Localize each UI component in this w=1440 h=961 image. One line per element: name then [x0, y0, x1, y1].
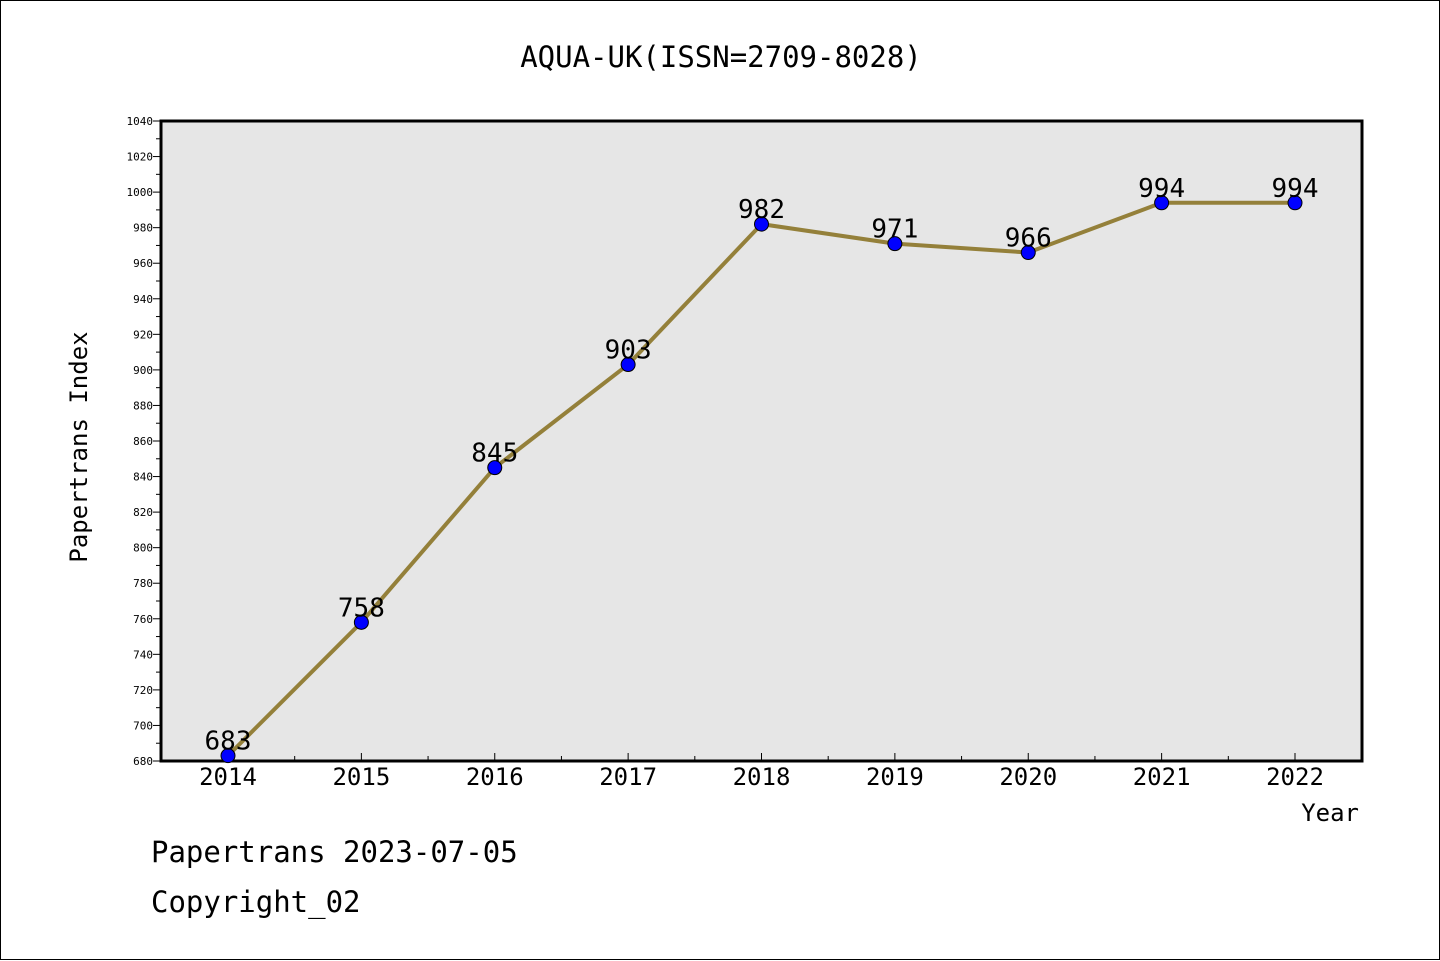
x-axis-label: Year: [1301, 799, 1359, 827]
data-label: 683: [205, 727, 252, 757]
y-tick-label: 820: [133, 506, 153, 519]
data-point: [620, 357, 636, 373]
y-tick-label: 700: [133, 719, 153, 732]
y-axis: 680 700 720 740 760 780 800 820 840 860 880 900 920 9…: [127, 115, 161, 768]
x-tick-label: 2020: [999, 763, 1057, 791]
y-tick-label: 920: [133, 328, 153, 341]
x-tick-label: 2022: [1266, 763, 1324, 791]
x-tick-label: 2019: [866, 763, 924, 791]
y-tick-label: 680: [133, 755, 153, 768]
data-label: 845: [471, 439, 518, 469]
y-tick-label: 880: [133, 399, 153, 412]
data-point: [487, 460, 503, 476]
data-point: [1287, 195, 1303, 211]
data-point: [887, 236, 903, 252]
data-label: 994: [1138, 174, 1185, 204]
y-tick-label: 720: [133, 684, 153, 697]
x-tick-label: 2015: [332, 763, 390, 791]
y-tick-label: 1020: [127, 151, 154, 164]
x-tick-label: 2021: [1133, 763, 1191, 791]
footer-copyright: Copyright_02: [151, 885, 361, 919]
x-tick-label: 2018: [733, 763, 791, 791]
y-tick-label: 1040: [127, 115, 154, 128]
x-axis: 2014 2015 2016 2017 2018 2019 2020 2021 2022: [199, 753, 1324, 791]
y-tick-label: 1000: [127, 186, 154, 199]
data-point: [1020, 245, 1036, 261]
y-tick-label: 900: [133, 364, 153, 377]
data-point: [220, 748, 236, 764]
chart-title: AQUA-UK(ISSN=2709-8028): [520, 40, 922, 74]
x-tick-label: 2017: [599, 763, 657, 791]
data-label: 982: [738, 195, 785, 225]
y-tick-label: 760: [133, 613, 153, 626]
y-tick-label: 840: [133, 471, 153, 484]
y-tick-label: 960: [133, 257, 153, 270]
y-tick-label: 740: [133, 648, 153, 661]
y-tick-label: 940: [133, 293, 153, 306]
data-point: [754, 216, 769, 232]
x-tick-label: 2014: [199, 763, 257, 791]
y-tick-label: 980: [133, 222, 153, 235]
y-tick-label: 780: [133, 577, 153, 590]
data-label: 994: [1272, 174, 1319, 204]
y-tick-label: 860: [133, 435, 153, 448]
footer-date: Papertrans 2023-07-05: [151, 835, 518, 869]
data-point: [1154, 195, 1170, 211]
y-tick-label: 800: [133, 542, 153, 555]
series-layer: 683 758 845 903 982 971 966 994 994: [205, 174, 1319, 764]
data-label: 966: [1005, 224, 1052, 254]
data-point: [353, 614, 369, 630]
data-label: 758: [338, 593, 385, 623]
data-label: 971: [871, 215, 918, 245]
y-axis-label: Papertrans Index: [65, 331, 93, 562]
x-tick-label: 2016: [466, 763, 524, 791]
data-label: 903: [605, 336, 652, 366]
